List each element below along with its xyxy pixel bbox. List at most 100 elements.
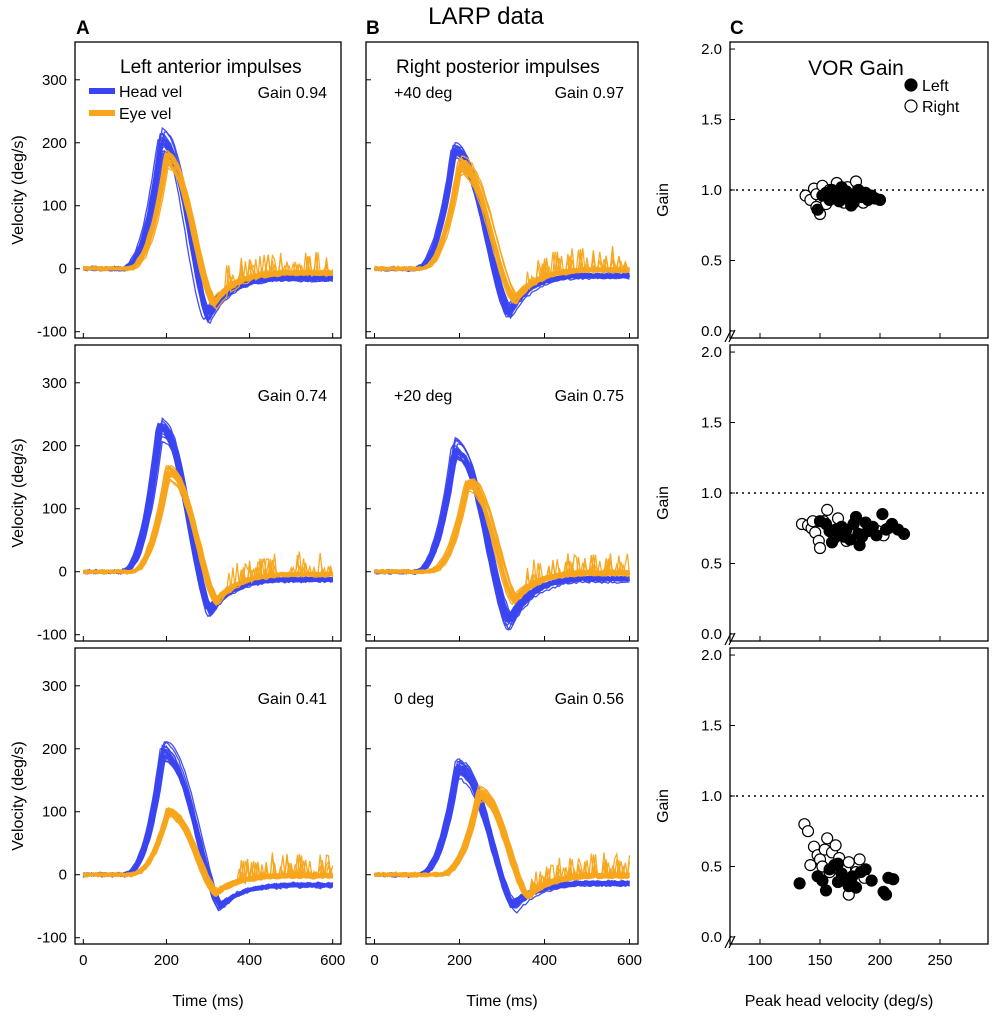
plot-grid: -100 0 100 200 300 Velocity (deg/s) Left anter… bbox=[10, 18, 989, 1010]
head-velocity-trace bbox=[374, 453, 630, 618]
y-tick-label: 0.5 bbox=[701, 858, 722, 875]
y-axis-label: Gain bbox=[655, 789, 672, 823]
left-gain-point bbox=[793, 877, 806, 890]
legend-right-marker bbox=[904, 99, 918, 113]
y-axis-label: Velocity (deg/s) bbox=[10, 741, 27, 850]
eye-velocity-trace bbox=[374, 166, 630, 303]
left-gain-point bbox=[833, 195, 846, 208]
legend-left-marker bbox=[904, 78, 918, 92]
plot-frame bbox=[74, 647, 342, 945]
panel-title: Left anterior impulses bbox=[120, 57, 302, 78]
legend-label: Eye vel bbox=[119, 106, 171, 123]
plot-frame bbox=[74, 41, 342, 339]
plot-frame bbox=[365, 41, 639, 339]
x-axis-label: Peak head velocity (deg/s) bbox=[745, 993, 934, 1010]
x-tick-label: 600 bbox=[320, 952, 345, 969]
x-tick-label: 200 bbox=[867, 952, 892, 969]
axis-break-mark bbox=[724, 329, 732, 343]
eye-velocity-trace bbox=[82, 812, 333, 895]
x-tick-label: 400 bbox=[532, 952, 557, 969]
right-gain-point bbox=[853, 853, 866, 866]
eye-velocity-trace bbox=[374, 483, 630, 605]
y-tick-label: 0.0 bbox=[701, 323, 722, 340]
y-tick-label: 200 bbox=[42, 438, 67, 455]
y-tick-label: 1.0 bbox=[701, 788, 722, 805]
y-tick-label: 200 bbox=[42, 741, 67, 758]
y-tick-label: -100 bbox=[37, 627, 67, 644]
head-velocity-trace bbox=[374, 145, 630, 307]
eye-velocity-trace bbox=[374, 482, 630, 601]
eye-velocity-trace bbox=[374, 170, 630, 299]
chart-panel: Gain 0.75 +20 deg bbox=[365, 344, 639, 642]
y-tick-label: 1.5 bbox=[701, 718, 722, 735]
right-gain-point bbox=[821, 832, 834, 845]
panel-title: VOR Gain bbox=[808, 57, 904, 80]
y-tick-label: 1.5 bbox=[701, 112, 722, 129]
plot-frame bbox=[365, 647, 639, 945]
eye-velocity-trace bbox=[374, 481, 630, 604]
x-tick-label: 150 bbox=[807, 952, 832, 969]
chart-panel: -100 0 100 200 300 Velocity (deg/s) Left anter… bbox=[10, 18, 342, 341]
y-tick-label: 0 bbox=[59, 867, 67, 884]
eye-velocity-trace bbox=[374, 484, 630, 603]
gain-label: Gain 0.97 bbox=[555, 85, 624, 102]
trace-group bbox=[374, 758, 631, 914]
y-tick-label: 0.5 bbox=[701, 252, 722, 269]
axis-break-mark bbox=[728, 632, 736, 646]
y-tick-label: 100 bbox=[42, 501, 67, 518]
left-gain-point bbox=[845, 199, 858, 212]
y-tick-label: 0.5 bbox=[701, 555, 722, 572]
left-gain-point bbox=[876, 507, 889, 521]
left-gain-point bbox=[849, 881, 863, 894]
legend-label: Left bbox=[922, 78, 949, 95]
y-tick-label: 300 bbox=[42, 72, 67, 89]
left-gain-point bbox=[870, 529, 883, 542]
eye-velocity-trace bbox=[374, 163, 630, 304]
left-gain-point bbox=[811, 203, 824, 216]
y-tick-label: 0.0 bbox=[701, 626, 722, 643]
legend-label: Right bbox=[922, 99, 960, 116]
eye-velocity-trace bbox=[374, 481, 630, 601]
y-tick-label: 100 bbox=[42, 198, 67, 215]
left-gain-point bbox=[843, 533, 857, 546]
x-tick-label: 200 bbox=[154, 952, 179, 969]
trace-group bbox=[82, 126, 334, 325]
gain-label: Gain 0.94 bbox=[258, 85, 327, 102]
right-gain-point bbox=[821, 503, 834, 516]
legend-label: Head vel bbox=[119, 84, 182, 101]
left-gain-point bbox=[859, 863, 872, 876]
plot-frame bbox=[729, 647, 989, 945]
plot-frame bbox=[74, 344, 342, 642]
chart-panel: -100 0 100 200 300 0 200 400 600 Velocity (deg/s)… bbox=[10, 647, 345, 1010]
axis-break-mark bbox=[728, 329, 736, 343]
y-tick-label: 0 bbox=[59, 261, 67, 278]
panel-title: Right posterior impulses bbox=[396, 57, 600, 78]
eye-velocity-trace bbox=[83, 810, 333, 894]
y-tick-label: -100 bbox=[37, 324, 67, 341]
x-tick-label: 200 bbox=[447, 952, 472, 969]
eye-velocity-trace bbox=[374, 481, 630, 602]
y-tick-label: 2.0 bbox=[701, 41, 722, 58]
left-gain-point bbox=[873, 193, 887, 206]
y-tick-label: 100 bbox=[42, 804, 67, 821]
head-velocity-trace bbox=[374, 765, 630, 914]
y-axis-label: Gain bbox=[655, 486, 672, 520]
y-tick-label: 0.0 bbox=[701, 929, 722, 946]
right-gain-point bbox=[804, 858, 817, 872]
gain-label: Gain 0.75 bbox=[555, 388, 624, 405]
axis-break-mark bbox=[724, 632, 732, 646]
y-tick-label: 1.5 bbox=[701, 415, 722, 432]
angle-annotation: +40 deg bbox=[394, 85, 452, 102]
left-gain-point bbox=[854, 189, 867, 202]
y-tick-label: 300 bbox=[42, 678, 67, 695]
y-axis-label: Velocity (deg/s) bbox=[10, 438, 27, 547]
panel-letter: B bbox=[366, 18, 380, 39]
right-gain-point bbox=[813, 541, 827, 555]
gain-label: Gain 0.56 bbox=[555, 691, 624, 708]
y-tick-label: 2.0 bbox=[701, 647, 722, 664]
axis-break-mark bbox=[728, 935, 736, 949]
x-axis-label: Time (ms) bbox=[466, 993, 537, 1010]
left-gain-point bbox=[825, 536, 839, 549]
x-tick-label: 400 bbox=[237, 952, 262, 969]
